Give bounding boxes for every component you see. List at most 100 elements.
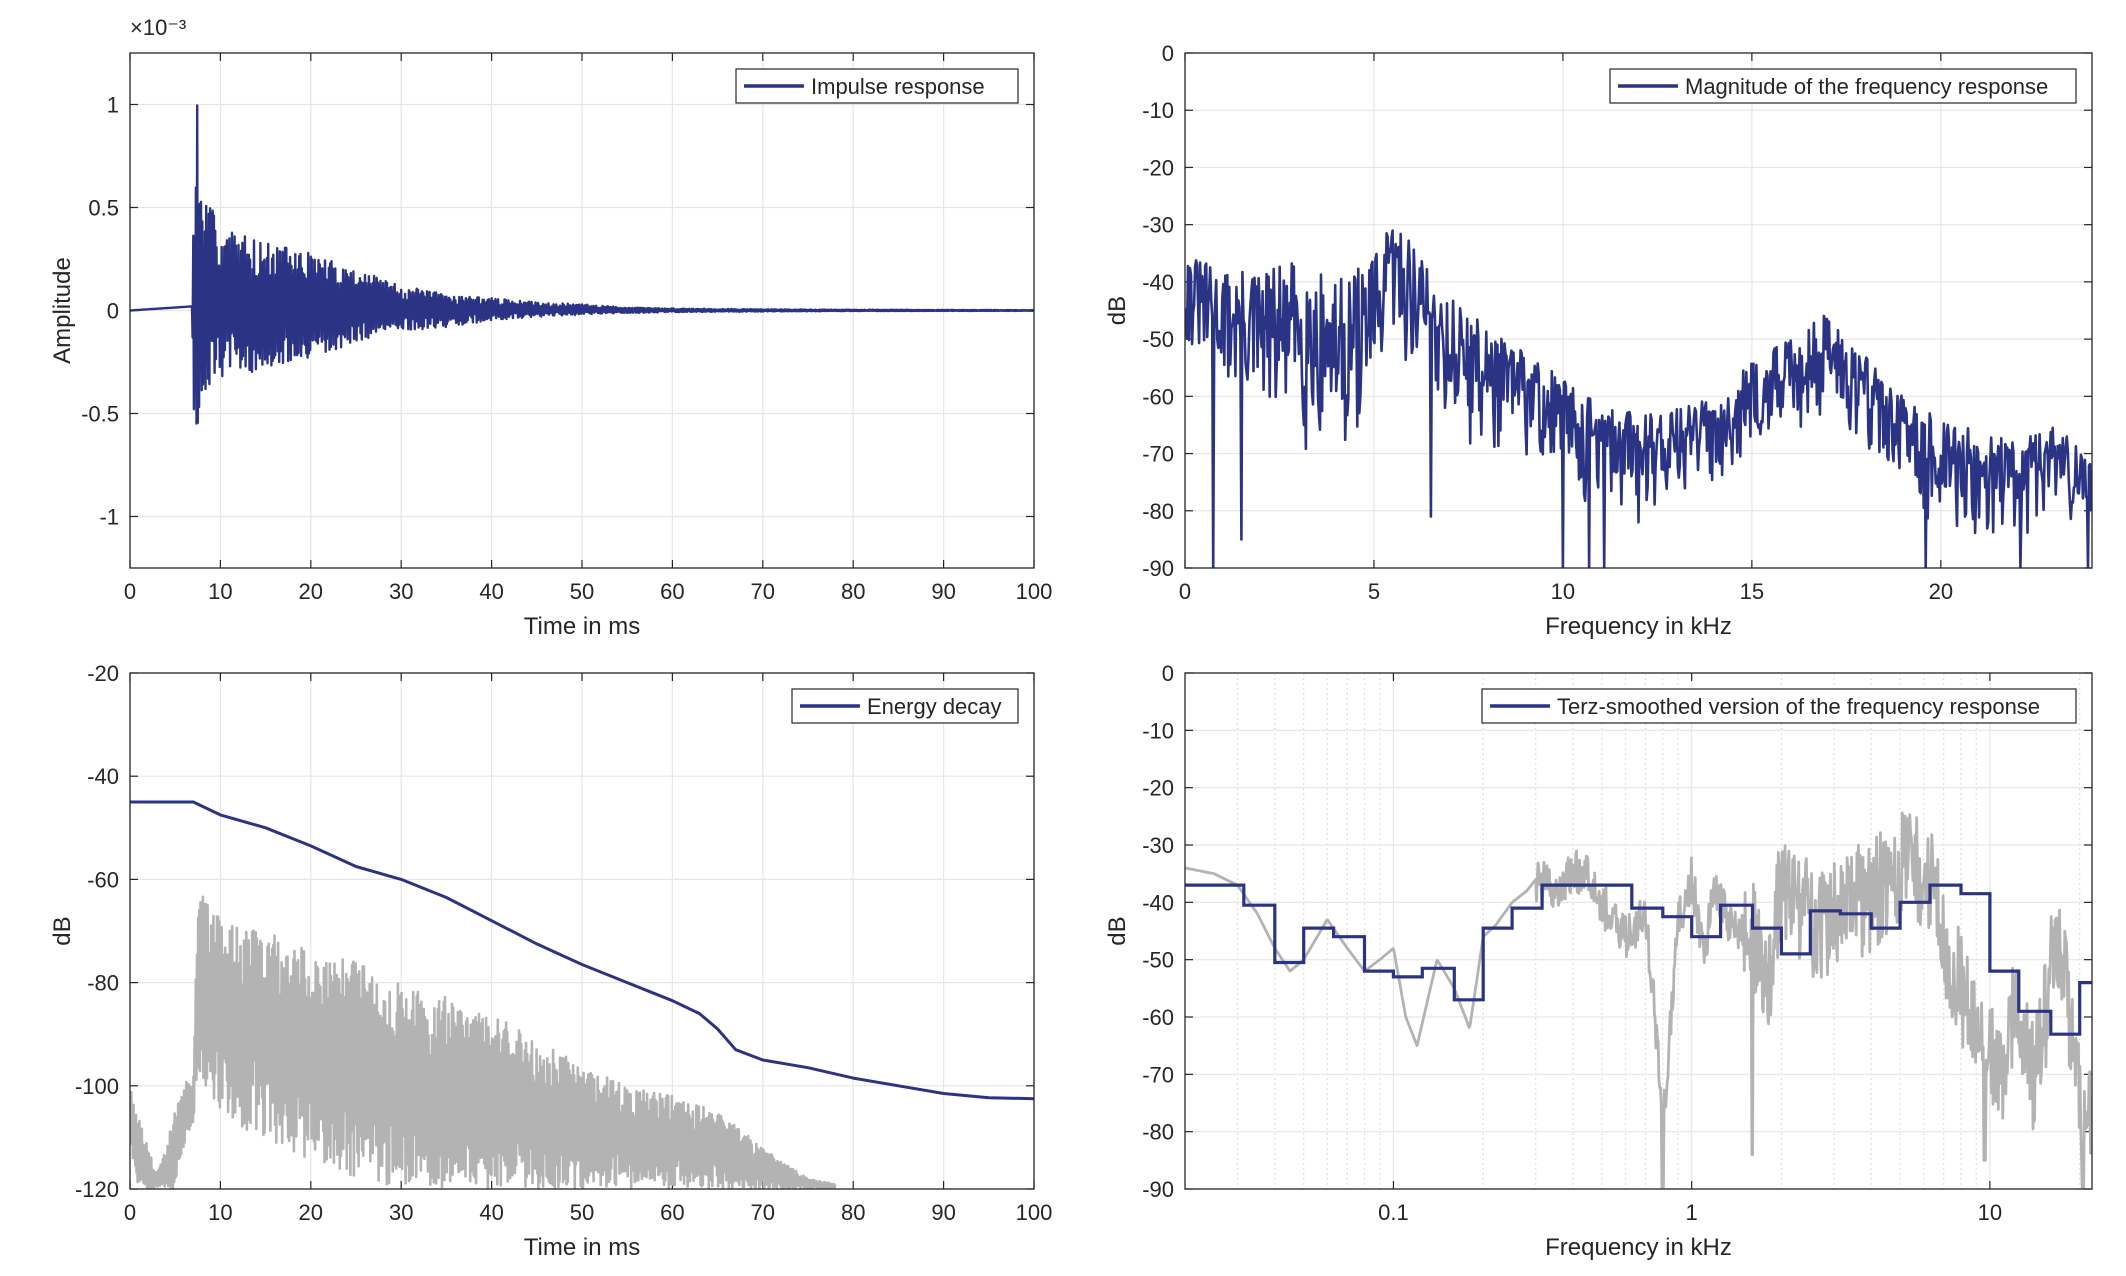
y-tick-label: -90 xyxy=(1142,556,1174,581)
x-axis-label: Frequency in kHz xyxy=(1545,1234,1732,1261)
y-tick-label: -100 xyxy=(75,1074,119,1099)
y-tick-label: -90 xyxy=(1142,1177,1174,1202)
y-tick-label: -20 xyxy=(87,661,119,686)
x-tick-label: 5 xyxy=(1368,579,1380,604)
x-tick-label: 80 xyxy=(841,1200,865,1225)
x-tick-label: 50 xyxy=(570,1200,594,1225)
axes-box xyxy=(1184,52,2093,569)
y-tick-label: -0.5 xyxy=(81,402,119,427)
x-tick-label: 0 xyxy=(1179,579,1191,604)
y-tick-label: -20 xyxy=(1142,155,1174,180)
x-tick-label: 70 xyxy=(751,1200,775,1225)
terz-smoothed-response-chart: 0.1 1 10 0 -10 -20 -30 -40 -50 -60 -70 -80 -90 Freque… xyxy=(1104,661,2093,1261)
x-tick-label: 10 xyxy=(1978,1200,2002,1225)
y-tick-label: -60 xyxy=(1142,384,1174,409)
y-tick-label: 0 xyxy=(1162,41,1174,66)
x-tick-label: 0 xyxy=(124,579,136,604)
y-tick-label: -60 xyxy=(87,867,119,892)
x-axis-label: Time in ms xyxy=(524,1234,640,1261)
x-tick-label: 100 xyxy=(1016,579,1053,604)
axes-box xyxy=(1184,672,2093,1190)
axis-ticks: 0 10 20 30 40 50 60 70 80 90 100 -20 -40 -60 -80 -100 -1… xyxy=(75,661,1052,1225)
axis-ticks: 0 5 10 15 20 0 -10 -20 -30 -40 -50 -60 -70 -80 -90 xyxy=(1142,41,2092,604)
x-tick-label: 1 xyxy=(1686,1200,1698,1225)
legend-box xyxy=(1481,688,2077,724)
y-tick-label: 0.5 xyxy=(88,196,119,221)
x-tick-label: 20 xyxy=(299,1200,323,1225)
legend: Energy decay xyxy=(791,688,1019,724)
x-tick-label: 20 xyxy=(299,579,323,604)
x-tick-label: 80 xyxy=(841,579,865,604)
x-axis-label: Frequency in kHz xyxy=(1545,613,1732,640)
y-tick-label: -80 xyxy=(87,971,119,996)
y-tick-label: -70 xyxy=(1142,1062,1174,1087)
y-tick-label: -60 xyxy=(1142,1005,1174,1030)
axis-ticks: 0.1 1 10 0 -10 -20 -30 -40 -50 -60 -70 -80 -90 xyxy=(1142,661,2092,1225)
energy-decay-chart: 0 10 20 30 40 50 60 70 80 90 100 -20 -40 -60 -80 -100 -1… xyxy=(49,661,1052,1261)
legend: Terz-smoothed version of the frequency r… xyxy=(1481,688,2077,724)
y-exponent-label: ×10⁻³ xyxy=(130,15,186,40)
y-axis-label: dB xyxy=(49,916,76,945)
y-tick-label: 0 xyxy=(1162,661,1174,686)
x-tick-label: 15 xyxy=(1740,579,1764,604)
x-tick-label: 90 xyxy=(931,579,955,604)
magnitude-response-chart: 0 5 10 15 20 0 -10 -20 -30 -40 -50 -60 -70 -80 -90 Freq… xyxy=(1104,41,2093,640)
x-tick-label: 0.1 xyxy=(1378,1200,1409,1225)
x-tick-label: 100 xyxy=(1016,1200,1053,1225)
y-tick-label: -10 xyxy=(1142,98,1174,123)
series-line-impulse-response xyxy=(130,104,1034,425)
y-tick-label: 0 xyxy=(107,299,119,324)
x-tick-label: 90 xyxy=(931,1200,955,1225)
y-axis-label: dB xyxy=(1104,916,1131,945)
legend-box xyxy=(1609,68,2077,104)
x-tick-label: 60 xyxy=(660,1200,684,1225)
y-tick-label: -40 xyxy=(1142,270,1174,295)
x-tick-label: 10 xyxy=(208,579,232,604)
y-axis-label: Amplitude xyxy=(49,257,76,364)
x-tick-label: 40 xyxy=(479,579,503,604)
legend-entry: Energy decay xyxy=(867,694,1002,719)
legend: Magnitude of the frequency response xyxy=(1609,68,2077,104)
legend-entry: Impulse response xyxy=(811,74,985,99)
legend-entry: Terz-smoothed version of the frequency r… xyxy=(1557,694,2040,719)
y-tick-label: -10 xyxy=(1142,718,1174,743)
y-tick-label: -20 xyxy=(1142,776,1174,801)
y-tick-label: -80 xyxy=(1142,1120,1174,1145)
series-line-raw-response xyxy=(1185,811,2092,1189)
series-line-terz-smoothed xyxy=(1185,883,2092,1036)
x-tick-label: 50 xyxy=(570,579,594,604)
x-tick-label: 70 xyxy=(751,579,775,604)
x-tick-label: 10 xyxy=(208,1200,232,1225)
x-tick-label: 30 xyxy=(389,1200,413,1225)
series-line-energy-decay xyxy=(130,800,1034,1101)
impulse-response-chart: 0 10 20 30 40 50 60 70 80 90 100 -1 -0.5 0 0.5 1 Time in… xyxy=(49,15,1052,640)
y-tick-label: -50 xyxy=(1142,327,1174,352)
legend-entry: Magnitude of the frequency response xyxy=(1685,74,2048,99)
x-axis-label: Time in ms xyxy=(524,613,640,640)
y-tick-label: -30 xyxy=(1142,833,1174,858)
y-tick-label: -50 xyxy=(1142,948,1174,973)
y-axis-label: dB xyxy=(1104,296,1131,325)
y-tick-label: -40 xyxy=(87,764,119,789)
series-line-magnitude xyxy=(1185,229,2092,568)
y-tick-label: -40 xyxy=(1142,890,1174,915)
y-tick-label: -1 xyxy=(99,505,119,530)
x-tick-label: 10 xyxy=(1551,579,1575,604)
y-tick-label: -70 xyxy=(1142,442,1174,467)
legend: Impulse response xyxy=(735,68,1019,104)
x-tick-label: 60 xyxy=(660,579,684,604)
series-line-energy-instantaneous xyxy=(130,895,837,1189)
y-tick-label: -120 xyxy=(75,1177,119,1202)
axes-box xyxy=(129,672,1035,1190)
axis-ticks: 0 10 20 30 40 50 60 70 80 90 100 -1 -0.5 0 0.5 1 xyxy=(81,53,1052,604)
grid-lines xyxy=(1185,672,2092,1190)
axes-box xyxy=(129,52,1035,569)
x-tick-label: 40 xyxy=(479,1200,503,1225)
x-tick-label: 30 xyxy=(389,579,413,604)
y-tick-label: -80 xyxy=(1142,499,1174,524)
y-tick-label: -30 xyxy=(1142,213,1174,238)
y-tick-label: 1 xyxy=(107,93,119,118)
x-tick-label: 0 xyxy=(124,1200,136,1225)
x-tick-label: 20 xyxy=(1929,579,1953,604)
